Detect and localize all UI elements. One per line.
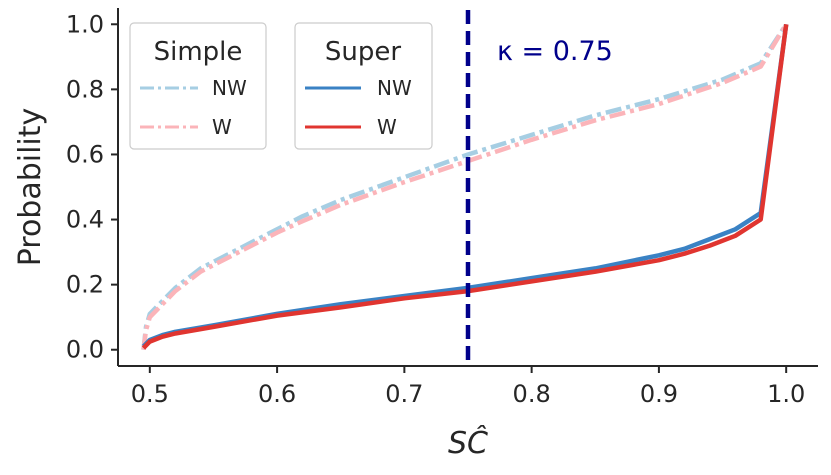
legend-super-w-label: W bbox=[377, 115, 397, 139]
kappa-annotation: κ = 0.75 bbox=[497, 36, 613, 67]
y-tick-label: 0.0 bbox=[66, 336, 104, 364]
series-line-simple-nw bbox=[141, 23, 789, 350]
y-tick-label: 0.4 bbox=[66, 206, 104, 234]
axes-layer bbox=[117, 8, 818, 367]
y-axis-label: Probability bbox=[13, 108, 48, 267]
x-tick-label: 0.9 bbox=[640, 380, 678, 408]
legend-simple: Simple NW W bbox=[129, 22, 267, 150]
x-tick-label: 0.7 bbox=[385, 380, 423, 408]
legend-super: Super NW W bbox=[294, 22, 433, 150]
x-tick-label: 1.0 bbox=[767, 380, 805, 408]
y-tick-label: 0.8 bbox=[66, 75, 104, 103]
legend-super-frame bbox=[294, 22, 433, 150]
series-line-simple-w bbox=[141, 23, 789, 350]
legend-simple-title: Simple bbox=[154, 37, 243, 67]
legend-super-title: Super bbox=[325, 37, 401, 67]
x-axis-label: SĈ bbox=[448, 424, 488, 461]
legend-simple-frame bbox=[129, 22, 267, 150]
x-tick-label: 0.5 bbox=[131, 380, 169, 408]
legend-simple-nw-label: NW bbox=[212, 76, 247, 100]
ticks-layer: 0.5 0.6 0.7 0.8 0.9 1.0 0.0 0.2 0.4 0.6 0.8 1.0 bbox=[66, 10, 805, 408]
y-tick-label: 0.2 bbox=[66, 271, 104, 299]
y-tick-label: 0.6 bbox=[66, 140, 104, 168]
legend-simple-w-label: W bbox=[212, 115, 232, 139]
x-tick-label: 0.6 bbox=[258, 380, 296, 408]
x-tick-label: 0.8 bbox=[513, 380, 551, 408]
legend-super-nw-label: NW bbox=[377, 76, 412, 100]
y-tick-label: 1.0 bbox=[66, 10, 104, 38]
